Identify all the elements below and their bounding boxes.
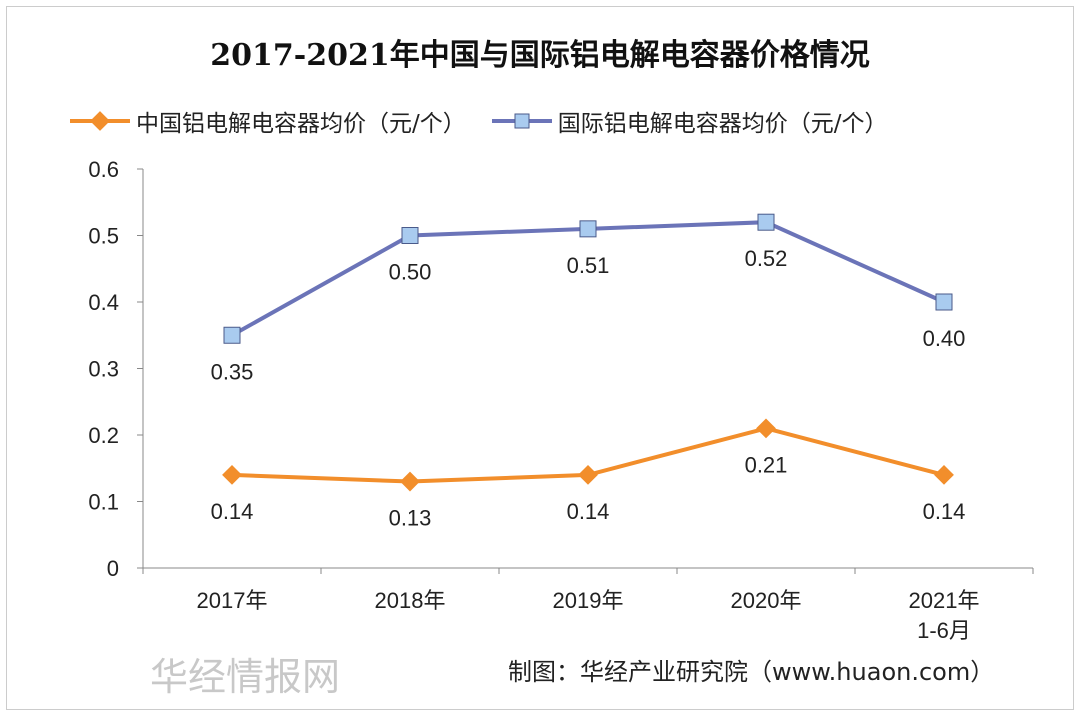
y-tick-label: 0.6: [88, 157, 119, 182]
data-point: [757, 213, 775, 231]
legend-marker-intl: [491, 113, 552, 129]
legend: 中国铝电解电容器均价（元/个） 国际铝电解电容器均价（元/个）: [70, 104, 888, 138]
source-note: 制图：华经产业研究院（www.huaon.com）: [508, 658, 995, 686]
data-label: 0.35: [211, 359, 254, 384]
data-label: 0.52: [745, 246, 788, 271]
y-tick-label: 0.1: [88, 490, 119, 515]
data-point: [223, 326, 241, 344]
watermark: 华经情报网: [150, 655, 341, 699]
data-label: 0.50: [389, 260, 432, 285]
data-point: [756, 418, 776, 439]
chart-frame: [6, 6, 1074, 710]
legend-item-intl: 国际铝电解电容器均价（元/个）: [491, 104, 888, 138]
data-label: 0.21: [745, 452, 788, 477]
data-label: 0.14: [211, 499, 254, 524]
x-tick-label: 2018年: [375, 588, 446, 613]
data-label: 0.14: [923, 499, 966, 524]
y-tick-label: 0: [107, 556, 119, 581]
legend-label-intl: 国际铝电解电容器均价（元/个）: [557, 111, 888, 137]
y-tick-label: 0.3: [88, 357, 119, 382]
x-tick-label: 2017年: [197, 588, 268, 613]
x-tick-label: 2020年: [731, 588, 802, 613]
data-point: [400, 471, 420, 492]
y-tick-label: 0.2: [88, 423, 119, 448]
data-label: 0.51: [567, 253, 610, 278]
data-label: 0.13: [389, 506, 432, 531]
x-tick-label: 2019年: [553, 588, 624, 613]
x-tick-label: 1-6月: [917, 618, 971, 643]
chart-title: 2017-2021年中国与国际铝电解电容器价格情况: [210, 38, 870, 73]
data-point: [579, 220, 597, 238]
legend-marker-china: [70, 111, 130, 131]
data-label: 0.40: [923, 326, 966, 351]
legend-label-china: 中国铝电解电容器均价（元/个）: [136, 111, 466, 137]
data-point: [222, 465, 242, 485]
data-point: [578, 465, 598, 485]
x-tick-label: 2021年: [909, 588, 980, 613]
series-line: [231, 220, 945, 337]
data-point: [935, 293, 953, 311]
y-tick-label: 0.4: [88, 290, 119, 315]
legend-item-china: 中国铝电解电容器均价（元/个）: [70, 104, 466, 138]
data-point: [401, 227, 419, 244]
data-label: 0.14: [567, 499, 610, 524]
y-tick-label: 0.5: [88, 224, 119, 249]
data-point: [934, 465, 954, 485]
